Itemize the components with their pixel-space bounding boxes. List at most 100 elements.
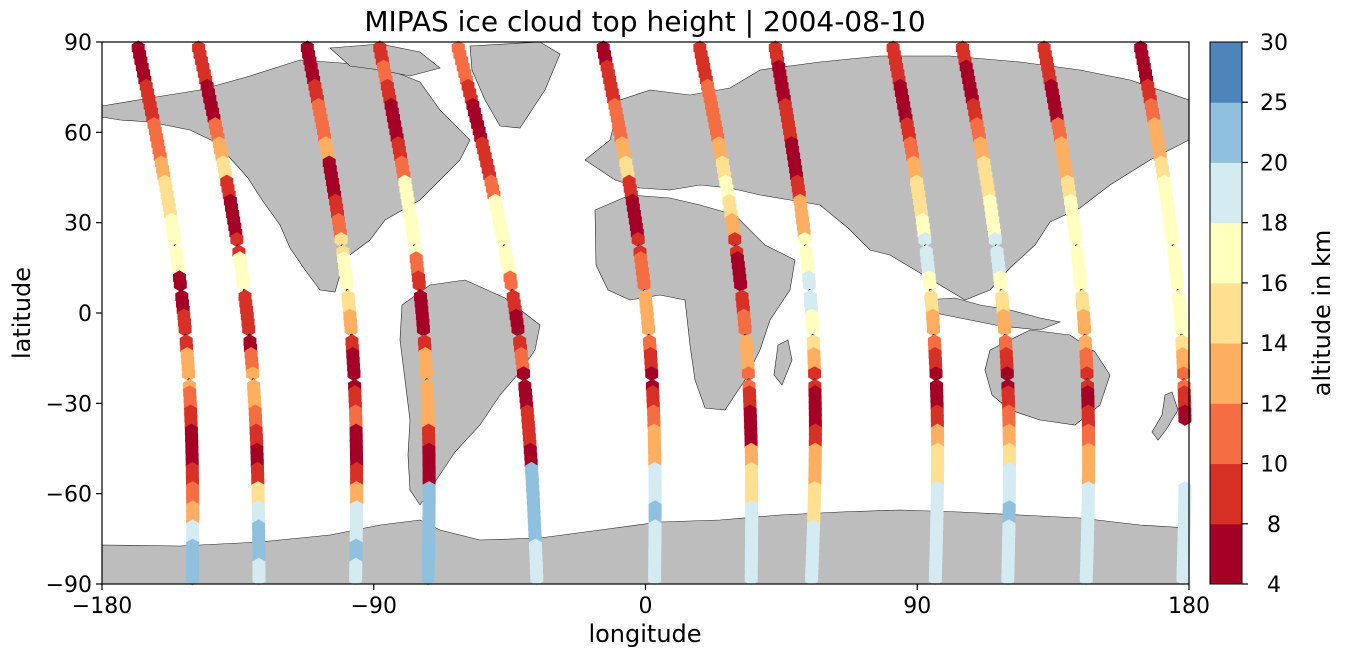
cloud-point [1000, 366, 1014, 382]
colorbar-tick-label: 25 [1260, 91, 1288, 116]
y-tick-label: 0 [78, 302, 92, 327]
y-tick-label: 60 [64, 121, 92, 146]
colorbar-segment [1210, 102, 1242, 163]
cloud-point [1178, 410, 1192, 426]
cloud-point [186, 570, 200, 586]
land-eurasia [584, 55, 1190, 301]
y-axis: −90 −60 −30 0 30 60 90 [46, 31, 102, 598]
cloud-point [642, 321, 655, 337]
cloud-point [178, 321, 192, 337]
colorbar-tick-label: 12 [1260, 392, 1288, 417]
cloud-point [805, 570, 819, 586]
cloud-point [182, 366, 196, 382]
cloud-point [412, 276, 426, 292]
cloud-point [340, 276, 354, 292]
y-tick-label: −60 [46, 483, 92, 508]
chart-title: MIPAS ice cloud top height | 2004-08-10 [364, 5, 925, 38]
cloud-point [928, 570, 942, 586]
x-axis-label: longitude [588, 620, 701, 648]
cloud-point [738, 321, 752, 337]
land-new-zealand [1151, 391, 1179, 441]
cloud-point [637, 276, 651, 292]
cloud-point [230, 232, 244, 248]
y-tick-label: −30 [46, 392, 92, 417]
cloud-point [988, 232, 1002, 248]
cloud-point [918, 232, 932, 248]
x-tick-label: 90 [903, 594, 931, 619]
x-tick-label: −90 [351, 594, 397, 619]
cloud-point [923, 276, 937, 292]
cloud-point [806, 321, 820, 337]
land-antarctica [101, 509, 1190, 585]
cloud-point [511, 321, 525, 337]
colorbar-label: altitude in km [1308, 230, 1336, 397]
colorbar-segment [1210, 222, 1242, 284]
colorbar-segment [1210, 162, 1242, 224]
cloud-point [648, 570, 662, 586]
cloud-point [927, 321, 940, 337]
cloud-point [1174, 321, 1188, 337]
land-indonesia [924, 297, 1062, 331]
land-madagascar [773, 339, 793, 386]
colorbar-tick-label: 10 [1260, 453, 1288, 478]
x-axis: −180 −90 0 90 180 [72, 584, 1210, 619]
cloud-point [504, 276, 518, 292]
cloud-point [1001, 570, 1015, 586]
cloud-point [349, 570, 363, 586]
cloud-point [741, 366, 755, 382]
y-tick-label: −90 [46, 573, 92, 598]
colorbar-ticks: 4 8 10 12 14 16 18 20 25 30 [1242, 31, 1288, 598]
colorbar [1209, 41, 1243, 585]
cloud-point [173, 276, 187, 292]
cloud-point [798, 232, 812, 248]
x-tick-label: 0 [639, 594, 653, 619]
colorbar-tick-label: 4 [1267, 573, 1281, 598]
cloud-point [744, 570, 758, 586]
cloud-point [734, 276, 748, 292]
cloud-point [517, 366, 530, 382]
cloud-point [645, 366, 659, 382]
cloud-point [407, 232, 421, 248]
cloud-point [1079, 570, 1093, 586]
y-tick-label: 30 [64, 212, 92, 237]
cloud-point [344, 321, 358, 337]
cloud-point [631, 232, 645, 248]
colorbar-tick-label: 14 [1260, 332, 1288, 357]
cloud-point [728, 232, 742, 248]
cloud-point [419, 366, 433, 382]
cloud-point [1069, 232, 1083, 248]
x-tick-label: −180 [72, 594, 132, 619]
colorbar-tick-label: 18 [1260, 212, 1288, 237]
cloud-point [929, 366, 943, 382]
cloud-point [1074, 276, 1088, 292]
colorbar-segment [1210, 343, 1242, 404]
cloud-point [236, 276, 250, 292]
cloud-point [1176, 570, 1190, 586]
cloud-point [334, 232, 348, 248]
colorbar-tick-label: 20 [1260, 151, 1288, 176]
cloud-point [1165, 232, 1179, 248]
plot-area [101, 40, 1192, 586]
cloud-point [1080, 366, 1094, 382]
cloud-point [242, 321, 256, 337]
colorbar-segment [1210, 463, 1242, 525]
cloud-point [246, 366, 260, 382]
colorbar-segment [1210, 523, 1242, 585]
cloud-point [802, 276, 816, 292]
y-axis-label: latitude [8, 267, 36, 359]
colorbar-segment [1210, 42, 1242, 103]
cloud-point [421, 570, 435, 586]
cloud-point [416, 321, 430, 337]
cloud-point [167, 232, 181, 248]
data-layer [131, 40, 1192, 586]
cloud-point [994, 276, 1008, 292]
cloud-point [530, 570, 544, 586]
cloud-point [1078, 321, 1091, 337]
x-tick-label: 180 [1168, 594, 1210, 619]
land-greenland [469, 41, 561, 129]
colorbar-segment [1210, 282, 1242, 344]
cloud-point [808, 366, 822, 382]
colorbar-frame [1209, 41, 1243, 585]
